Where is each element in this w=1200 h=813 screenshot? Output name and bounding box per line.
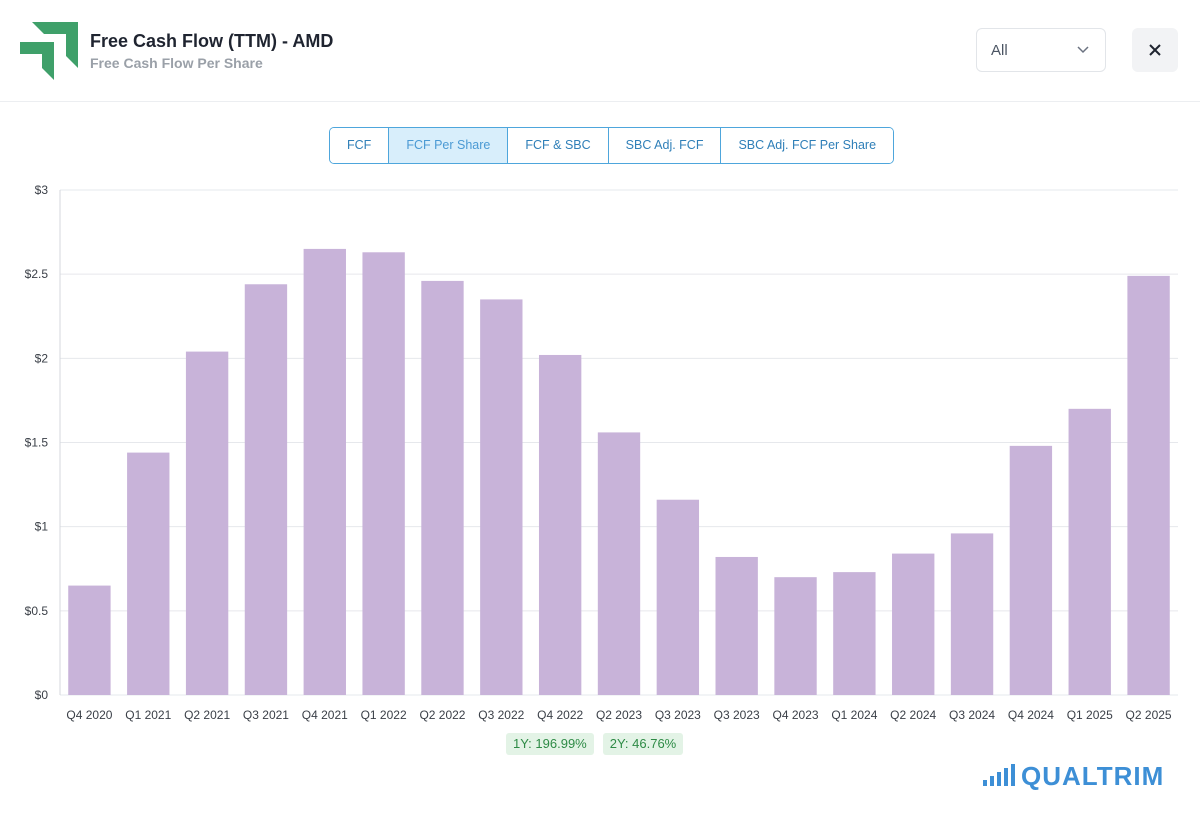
one-year-growth-badge: 1Y: 196.99% [506, 733, 594, 755]
bar[interactable] [68, 585, 111, 695]
y-tick-label: $3 [35, 183, 49, 197]
x-tick-label: Q2 2021 [184, 708, 230, 722]
page-title: Free Cash Flow (TTM) - AMD [90, 31, 334, 51]
tab-fcf-and-sbc[interactable]: FCF & SBC [508, 128, 609, 163]
page-subtitle: Free Cash Flow Per Share [90, 55, 263, 71]
close-icon [1149, 44, 1161, 56]
x-tick-label: Q4 2024 [1008, 708, 1054, 722]
bar[interactable] [480, 299, 523, 695]
y-tick-label: $1.5 [25, 436, 49, 450]
bar[interactable] [244, 284, 288, 695]
bar[interactable] [774, 577, 817, 695]
x-tick-label: Q3 2024 [949, 708, 995, 722]
x-tick-label: Q2 2023 [596, 708, 642, 722]
bar[interactable] [1009, 445, 1053, 695]
x-tick-label: Q1 2022 [361, 708, 407, 722]
fcf-per-share-chart: $0 $0.5 $1 $1.5 $2 $2.5 $3 Q4 2020 Q1 2021 Q2 202… [25, 183, 1178, 722]
tab-fcf[interactable]: FCF [330, 128, 390, 163]
range-select[interactable]: All [976, 28, 1106, 72]
x-tick-label: Q3 2023 [714, 708, 760, 722]
bar[interactable] [833, 572, 876, 695]
tab-fcf-per-share[interactable]: FCF Per Share [389, 128, 509, 163]
chevron-down-icon [1077, 46, 1089, 54]
x-tick-label: Q2 2022 [419, 708, 465, 722]
y-tick-label: $2 [35, 351, 49, 365]
bar[interactable] [1127, 275, 1170, 695]
bar[interactable] [656, 499, 700, 695]
x-tick-label: Q4 2022 [537, 708, 583, 722]
bar[interactable] [362, 252, 405, 696]
bar[interactable] [303, 248, 346, 695]
y-tick-label: $0 [35, 688, 49, 702]
brand-name: QUALTRIM [1021, 761, 1165, 791]
metric-tabs: FCF FCF Per Share FCF & SBC SBC Adj. FCF… [329, 127, 895, 164]
bar[interactable] [538, 354, 582, 695]
header: Free Cash Flow (TTM) - AMD Free Cash Flo… [0, 0, 1200, 102]
x-tick-label: Q4 2023 [773, 708, 819, 722]
bar[interactable] [597, 432, 641, 695]
amd-logo [20, 22, 78, 80]
tab-sbc-adj-fcf[interactable]: SBC Adj. FCF [608, 128, 722, 163]
y-tick-label: $2.5 [25, 267, 49, 281]
x-tick-label: Q3 2022 [478, 708, 524, 722]
x-tick-label: Q4 2021 [302, 708, 348, 722]
x-tick-label: Q3 2023 [655, 708, 701, 722]
tab-sbc-adj-fcf-per-share[interactable]: SBC Adj. FCF Per Share [721, 128, 894, 163]
bar[interactable] [127, 452, 170, 695]
y-tick-label: $0.5 [25, 604, 49, 618]
x-tick-label: Q1 2024 [831, 708, 877, 722]
signal-bars-icon [983, 764, 1015, 786]
x-tick-label: Q2 2025 [1126, 708, 1172, 722]
close-button[interactable] [1132, 28, 1178, 72]
range-select-value: All [991, 42, 1008, 59]
bar[interactable] [1068, 408, 1111, 695]
y-tick-label: $1 [35, 520, 49, 534]
x-tick-label: Q1 2025 [1067, 708, 1113, 722]
x-tick-label: Q3 2021 [243, 708, 289, 722]
x-tick-label: Q1 2021 [125, 708, 171, 722]
bar[interactable] [421, 280, 464, 695]
bar[interactable] [950, 533, 994, 695]
x-tick-label: Q4 2020 [66, 708, 112, 722]
two-year-growth-badge: 2Y: 46.76% [602, 733, 684, 755]
growth-badges: 1Y: 196.99% 2Y: 46.76% [506, 733, 684, 755]
bar[interactable] [185, 351, 229, 695]
bar[interactable] [715, 556, 758, 695]
x-tick-label: Q2 2024 [890, 708, 936, 722]
bar[interactable] [892, 553, 935, 695]
